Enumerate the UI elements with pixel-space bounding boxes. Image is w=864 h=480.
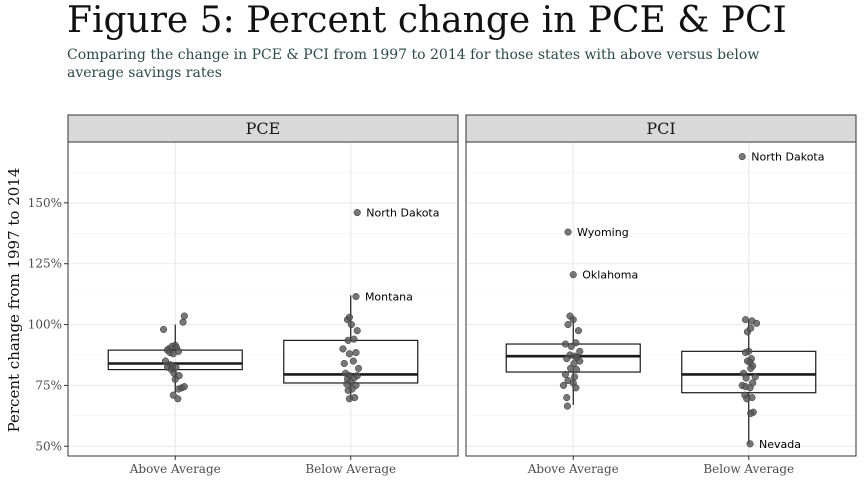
facet-strip-label: PCE xyxy=(246,119,281,138)
data-point xyxy=(743,395,751,403)
data-point xyxy=(746,440,754,448)
data-point xyxy=(751,373,759,381)
data-point xyxy=(344,386,352,394)
panel-border xyxy=(67,141,459,457)
facet-panel-pci: PCI Wyoming Oklahoma Above Average North Dak… xyxy=(465,114,857,476)
point-annotation: Nevada xyxy=(759,438,801,451)
data-point xyxy=(569,316,577,324)
data-point xyxy=(353,209,361,217)
chart-subtitle: Comparing the change in PCE & PCI from 1… xyxy=(67,47,760,81)
data-point xyxy=(174,347,183,355)
data-point xyxy=(559,381,568,389)
data-point xyxy=(180,312,188,320)
box-below-average: North Dakota Montana xyxy=(283,207,440,403)
panel-border xyxy=(465,141,857,457)
data-point xyxy=(339,345,347,353)
facet-strip xyxy=(465,114,857,143)
y-axis-label: Percent change from 1997 to 2014 xyxy=(5,168,23,433)
data-point xyxy=(563,355,571,363)
data-point xyxy=(747,364,755,372)
facet-strip-label: PCI xyxy=(646,119,675,138)
point-annotation: North Dakota xyxy=(751,151,824,164)
data-point xyxy=(747,409,755,417)
data-point xyxy=(571,373,579,381)
panel-background xyxy=(68,142,458,456)
box-below-average: North Dakota Nevada xyxy=(681,151,825,451)
data-point xyxy=(567,364,575,372)
facet-strip xyxy=(67,114,459,143)
data-point xyxy=(352,349,360,357)
data-point xyxy=(349,357,357,365)
data-point xyxy=(576,347,584,355)
data-point xyxy=(353,327,361,335)
data-point xyxy=(738,153,746,161)
x-tick-label: Below Average xyxy=(703,462,794,476)
data-point xyxy=(174,395,182,403)
data-point xyxy=(171,375,179,383)
y-tick-label: 100% xyxy=(28,318,62,332)
data-point xyxy=(574,327,583,335)
data-point xyxy=(747,324,755,332)
panel-background xyxy=(466,142,856,456)
chart-title: Figure 5: Percent change in PCE & PCI xyxy=(67,0,787,41)
facet-panel-pce: PCE Above Average North Dakota Montana Below… xyxy=(67,114,459,476)
data-point xyxy=(741,316,750,324)
data-point xyxy=(570,359,578,368)
point-annotation: North Dakota xyxy=(366,207,439,220)
data-point xyxy=(742,374,750,382)
facet-panels: 50% 75% 100% 125% 150% PCE Above Average North … xyxy=(28,114,857,476)
data-point xyxy=(746,384,754,392)
data-point xyxy=(344,336,352,344)
data-point xyxy=(345,395,354,403)
data-point xyxy=(564,228,572,236)
data-point xyxy=(345,313,354,321)
data-point xyxy=(343,380,351,388)
y-tick-label: 50% xyxy=(35,439,62,453)
box-above-average: Wyoming Oklahoma xyxy=(505,226,641,410)
data-point xyxy=(563,402,571,410)
x-tick-label: Above Average xyxy=(129,462,221,476)
data-point xyxy=(179,318,187,326)
data-point xyxy=(345,350,354,358)
point-annotation: Wyoming xyxy=(577,226,629,239)
x-tick-label: Below Average xyxy=(305,462,396,476)
data-point xyxy=(753,319,761,327)
y-tick-label: 75% xyxy=(35,378,62,392)
data-point xyxy=(180,383,188,391)
data-point xyxy=(569,271,577,279)
data-point xyxy=(572,366,581,374)
data-point xyxy=(353,372,361,380)
data-point xyxy=(564,321,572,329)
data-point xyxy=(340,359,348,368)
data-point xyxy=(741,349,750,357)
data-point xyxy=(563,394,571,402)
data-point xyxy=(160,325,168,333)
data-point xyxy=(572,384,580,392)
data-point xyxy=(567,342,575,351)
data-point xyxy=(350,335,358,343)
box-above-average xyxy=(107,312,243,403)
data-point xyxy=(347,321,355,329)
data-point xyxy=(355,364,363,372)
x-tick-label: Above Average xyxy=(527,462,619,476)
point-annotation: Oklahoma xyxy=(582,269,638,282)
y-tick-label: 125% xyxy=(28,257,62,271)
point-annotation: Montana xyxy=(365,291,413,304)
data-point xyxy=(352,293,360,301)
data-point xyxy=(561,370,570,379)
y-tick-label: 150% xyxy=(28,196,62,210)
